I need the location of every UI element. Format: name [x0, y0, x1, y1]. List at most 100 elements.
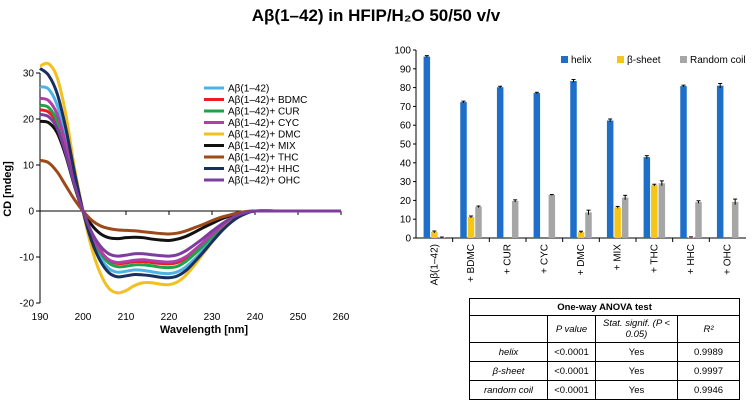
- bar--sheet: [467, 216, 475, 238]
- cd-x-tick-label: 240: [247, 312, 264, 323]
- bar-y-tick-label: 80: [400, 83, 412, 94]
- cd-axes: -20 -10 0 10 20 30 190 200 210 220 230 240 250 260: [20, 69, 350, 324]
- anova-col-r2: R²: [676, 315, 741, 343]
- bar-legend-label: β-sheet: [627, 55, 661, 66]
- cd-series-line: [39, 112, 341, 258]
- bar-category-label: + DMC: [576, 244, 587, 275]
- anova-pvalue: <0.0001: [547, 342, 596, 362]
- bar-helix: [570, 81, 577, 239]
- bar-legend-swatch: [561, 56, 568, 63]
- bar-y-tick-label: 50: [400, 140, 412, 151]
- cd-legend-label: Aβ(1–42)+ HHC: [228, 164, 300, 175]
- cd-x-tick-label: 210: [118, 312, 135, 323]
- anova-signif: Yes: [595, 380, 678, 400]
- cd-x-tick-label: 230: [204, 312, 221, 323]
- bar-category-label: + MIX: [613, 244, 624, 271]
- bar-y-tick-label: 60: [400, 121, 412, 132]
- table-row: random coil <0.0001 Yes 0.9946: [469, 380, 741, 400]
- anova-pvalue: <0.0001: [547, 361, 596, 381]
- bar-y-tick-label: 0: [405, 234, 411, 245]
- anova-col-signif: Stat. signif. (P < 0.05): [595, 315, 678, 343]
- bar-category-label: + OHC: [723, 244, 734, 275]
- bar-category-label: + HHC: [686, 244, 697, 274]
- anova-signif: Yes: [595, 342, 678, 362]
- bar-helix: [423, 56, 431, 238]
- cd-legend-label: Aβ(1–42)+ CUR: [228, 107, 300, 118]
- bar--sheet: [614, 207, 621, 238]
- bar-random-coil: [695, 202, 702, 238]
- bar-category-label: + CUR: [503, 244, 514, 274]
- bar-marks: [423, 55, 739, 239]
- bar-random-coil: [585, 212, 592, 238]
- cd-series-lines: [39, 61, 341, 295]
- anova-pvalue: <0.0001: [547, 380, 596, 400]
- bar-y-tick-label: 40: [400, 158, 412, 169]
- bar-category-label: + THC: [649, 244, 660, 273]
- bar--sheet: [651, 185, 658, 238]
- bar-legend-swatch: [617, 56, 624, 63]
- bar-helix: [460, 102, 467, 239]
- bar-helix: [680, 86, 687, 238]
- bar-helix: [496, 87, 504, 238]
- bar-category-label: Aβ(1–42): [429, 244, 440, 285]
- bar-legend-swatch: [680, 56, 687, 63]
- cd-legend-label: Aβ(1–42)+ THC: [228, 153, 299, 164]
- bar-y-tick-label: 30: [400, 177, 412, 188]
- cd-y-tick-label: 20: [23, 115, 35, 126]
- anova-title: One-way ANOVA test: [468, 298, 741, 316]
- cd-x-tick-label: 200: [75, 312, 92, 323]
- table-row: β-sheet <0.0001 Yes 0.9997: [469, 361, 741, 381]
- anova-col-empty: [469, 315, 548, 343]
- anova-r2: 0.9997: [676, 361, 741, 381]
- bar-category-label: + CYC: [539, 244, 550, 274]
- cd-y-tick-label: 0: [28, 207, 34, 218]
- cd-y-tick-label: -20: [20, 299, 35, 310]
- cd-x-axis-label: Wavelength [nm]: [160, 324, 249, 336]
- bar-random-coil: [548, 194, 556, 238]
- bar-random-coil: [658, 183, 666, 238]
- table-row: helix <0.0001 Yes 0.9989: [469, 342, 741, 362]
- cd-x-tick-label: 250: [290, 312, 307, 323]
- anova-row-label: random coil: [469, 380, 548, 400]
- cd-x-tick-label: 190: [32, 312, 49, 323]
- cd-legend-label: Aβ(1–42)+ OHC: [228, 176, 300, 187]
- bar-random-coil: [621, 197, 629, 238]
- cd-legend-label: Aβ(1–42)+ MIX: [228, 141, 296, 152]
- bar-y-tick-label: 70: [400, 102, 412, 113]
- anova-table: One-way ANOVA test P value Stat. signif.…: [468, 298, 741, 400]
- cd-y-tick-label: -10: [20, 253, 35, 264]
- bar-helix: [606, 120, 614, 238]
- bar-legend-label: Random coil: [690, 55, 746, 66]
- bar-category-label: + BDMC: [466, 244, 477, 282]
- bar-y-tick-label: 100: [394, 46, 411, 57]
- bar-random-coil: [511, 200, 519, 238]
- cd-y-tick-label: 10: [23, 161, 35, 172]
- anova-signif: Yes: [595, 361, 678, 381]
- bar-helix: [716, 85, 724, 238]
- cd-legend-label: Aβ(1–42)+ BDMC: [228, 95, 307, 106]
- bar--sheet: [431, 231, 438, 238]
- cd-y-tick-label: 30: [23, 69, 35, 80]
- cd-legend-label: Aβ(1–42)+ CYC: [228, 118, 299, 129]
- bar-y-tick-label: 90: [400, 64, 412, 75]
- anova-row-label: β-sheet: [469, 361, 548, 381]
- bar-y-tick-label: 20: [400, 196, 412, 207]
- anova-r2: 0.9989: [676, 342, 741, 362]
- bar-axes: 0 10 20 30 40 50 60 70 80 90 100 Aβ(1–42) + BDMC + CU…: [394, 46, 746, 285]
- bar-legend-label: helix: [571, 55, 592, 66]
- anova-col-pvalue: P value: [547, 315, 596, 343]
- cd-x-tick-label: 220: [161, 312, 178, 323]
- anova-r2: 0.9946: [676, 380, 741, 400]
- bar-helix: [533, 93, 541, 238]
- cd-y-axis-label: CD [mdeg]: [2, 161, 14, 217]
- page-title: Aβ(1–42) in HFIP/H₂O 50/50 v/v: [251, 6, 501, 25]
- cd-legend-label: Aβ(1–42): [228, 84, 269, 95]
- bar-random-coil: [475, 206, 482, 238]
- bar-random-coil: [731, 201, 739, 238]
- cd-x-tick-label: 260: [333, 312, 350, 323]
- anova-row-label: helix: [469, 342, 548, 362]
- bar-helix: [643, 157, 651, 238]
- bar-legend: helix β-sheet Random coil: [561, 55, 746, 66]
